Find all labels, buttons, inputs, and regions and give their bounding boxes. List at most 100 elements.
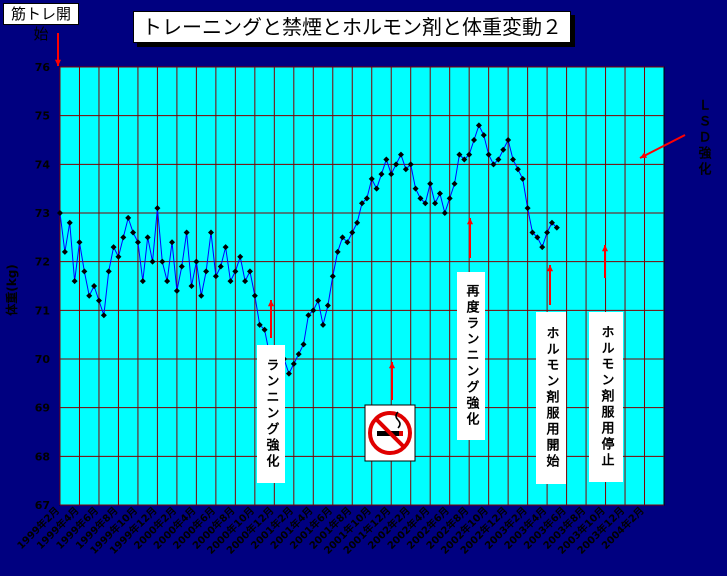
data-point <box>427 180 434 187</box>
data-point <box>237 253 244 260</box>
annotation-hormone-start: ホルモン剤服用開始 <box>536 312 566 484</box>
data-point <box>359 200 365 207</box>
data-point <box>57 210 63 216</box>
data-point <box>519 175 526 182</box>
data-point <box>178 263 185 270</box>
data-point <box>139 278 146 285</box>
data-point <box>159 258 166 265</box>
data-point <box>305 312 312 319</box>
data-point <box>407 161 414 168</box>
data-point <box>173 287 180 294</box>
data-point <box>315 297 322 304</box>
data-point <box>66 219 73 226</box>
data-point <box>480 132 487 139</box>
data-point <box>100 312 107 319</box>
data-point <box>388 171 395 178</box>
data-point <box>446 195 453 202</box>
x-axis-ticks: 1999年2月1999年4月1999年6月1999年8月1999年10月1999… <box>14 504 646 557</box>
data-point <box>217 263 224 270</box>
data-point <box>524 205 531 212</box>
data-point <box>246 268 253 275</box>
data-point <box>125 214 132 221</box>
data-point <box>232 268 239 275</box>
arrow-lsd <box>639 134 686 159</box>
data-point <box>529 229 536 236</box>
data-point <box>227 278 234 285</box>
data-point <box>402 166 409 173</box>
data-point <box>261 326 268 333</box>
data-point <box>534 234 541 241</box>
y-tick-label: 68 <box>35 450 50 463</box>
data-point <box>222 244 229 251</box>
data-point <box>490 161 497 168</box>
data-point <box>105 268 112 275</box>
data-point <box>514 166 521 173</box>
data-point <box>120 234 127 241</box>
data-point <box>290 360 297 367</box>
annotation-lsd: ＬＳＤ強化 <box>695 98 711 178</box>
data-point <box>432 200 439 207</box>
data-point <box>295 351 302 358</box>
annotation-running-2: 再度ランニング強化 <box>457 272 485 440</box>
data-point <box>251 292 258 299</box>
data-point <box>154 205 161 212</box>
data-point <box>71 278 78 285</box>
arrow-hormone-start-head <box>546 265 554 272</box>
y-axis-label: 体重(kg) <box>4 264 19 316</box>
smoke-trail <box>395 411 401 429</box>
plot-area <box>59 66 665 506</box>
training-start-label: 筋トレ開始 <box>3 3 79 43</box>
data-point <box>548 219 555 226</box>
annotation-arrows <box>54 33 686 400</box>
data-point <box>324 302 331 309</box>
data-point <box>441 210 448 216</box>
data-point <box>95 297 102 304</box>
data-point <box>169 239 176 246</box>
data-point <box>164 278 171 285</box>
no-smoking-slash <box>374 417 406 449</box>
y-tick-label: 71 <box>35 304 50 317</box>
data-point <box>242 278 249 285</box>
arrow-hormone-stop-head <box>601 245 609 252</box>
chart-title: トレーニングと禁煙とホルモン剤と体重変動２ <box>133 11 571 43</box>
data-point <box>285 370 292 377</box>
data-point <box>397 151 404 158</box>
data-point <box>334 248 341 255</box>
y-tick-label: 69 <box>35 402 50 415</box>
data-point <box>422 200 429 207</box>
y-axis-ticks: 67 68 69 70 71 72 73 74 75 76 <box>35 61 51 512</box>
data-point <box>495 156 502 163</box>
y-tick-label: 72 <box>35 256 50 269</box>
data-point <box>393 161 400 168</box>
data-point <box>193 258 200 265</box>
data-point <box>363 195 370 202</box>
data-point <box>91 283 98 289</box>
y-tick-label: 73 <box>35 207 50 220</box>
arrow-training-start-head <box>54 59 62 66</box>
data-point <box>134 239 141 246</box>
annotation-hormone-stop: ホルモン剤服用停止 <box>589 312 623 482</box>
y-tick-label: 75 <box>35 110 50 123</box>
data-point <box>510 156 516 163</box>
y-tick-label: 67 <box>35 499 50 512</box>
data-point <box>475 122 482 129</box>
data-point <box>183 229 190 236</box>
data-point <box>466 151 473 158</box>
data-point <box>539 244 546 251</box>
data-point <box>212 273 219 280</box>
data-point <box>188 283 195 289</box>
cigarette-tip <box>399 431 403 436</box>
y-tick-label: 74 <box>35 158 51 171</box>
data-point <box>81 268 88 275</box>
data-point <box>436 190 443 197</box>
data-point <box>320 321 327 328</box>
data-point <box>110 244 117 251</box>
data-point <box>349 229 356 236</box>
y-tick-label: 76 <box>35 61 51 74</box>
weight-series-markers <box>57 122 560 377</box>
data-point <box>373 185 380 192</box>
data-point <box>300 341 307 348</box>
arrow-quit-smoking-head <box>388 362 396 369</box>
data-point <box>61 248 68 255</box>
